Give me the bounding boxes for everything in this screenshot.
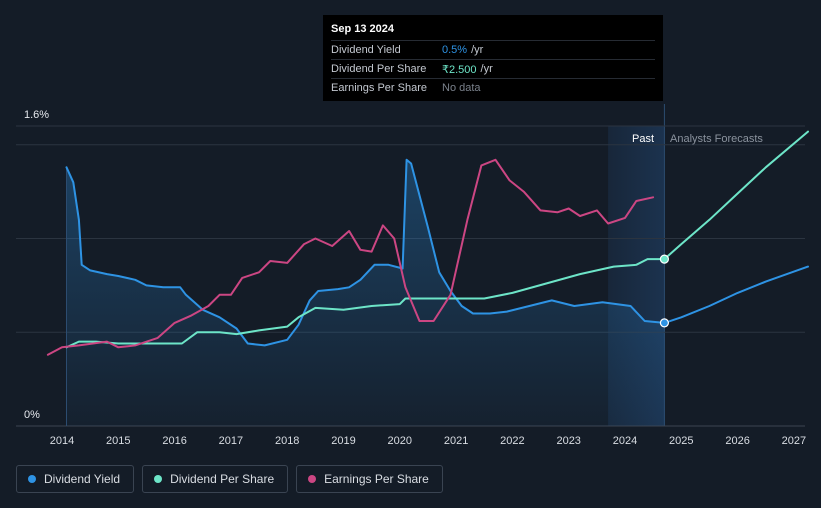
x-tick-label: 2023 [556, 435, 580, 447]
chart-legend: Dividend Yield Dividend Per Share Earnin… [16, 465, 443, 493]
legend-dot-icon [154, 475, 163, 483]
x-tick-label: 2021 [444, 435, 468, 447]
dividend-per-share-line [65, 130, 809, 349]
legend-item-dividend-per-share[interactable]: Dividend Per Share [142, 465, 289, 493]
tooltip-row-unit: /yr [480, 63, 493, 75]
forecast-region-label: Analysts Forecasts [670, 133, 763, 145]
x-tick-label: 2025 [669, 435, 693, 447]
legend-label: Dividend Yield [44, 472, 121, 486]
y-axis-bottom-label: 0% [24, 409, 40, 421]
tooltip-row-value: ₹2.500 [442, 63, 477, 76]
x-tick-label: 2020 [388, 435, 412, 447]
earnings-per-share-line [46, 158, 655, 356]
dividend-per-share-marker [659, 254, 670, 264]
legend-dot-icon [28, 475, 36, 483]
legend-item-dividend-yield[interactable]: Dividend Yield [16, 465, 135, 493]
y-axis-top-label: 1.6% [24, 109, 49, 121]
x-tick-label: 2016 [162, 435, 186, 447]
tooltip-row-label: Dividend Yield [331, 44, 401, 56]
tooltip-row-value: 0.5% [442, 44, 468, 56]
tooltip-row-dividend-yield: Dividend Yield 0.5% /yr [331, 40, 655, 59]
tooltip-row-unit: /yr [471, 44, 484, 56]
tooltip-row-value: No data [442, 82, 481, 94]
legend-label: Earnings Per Share [324, 472, 429, 486]
dividend-yield-line [65, 158, 809, 347]
x-tick-label: 2014 [50, 435, 74, 447]
tooltip-row-earnings-per-share: Earnings Per Share No data [331, 78, 655, 97]
x-tick-label: 2019 [331, 435, 355, 447]
x-tick-label: 2027 [782, 435, 806, 447]
legend-item-earnings-per-share[interactable]: Earnings Per Share [296, 465, 443, 493]
x-tick-label: 2015 [106, 435, 130, 447]
dividend-yield-area [66, 159, 665, 427]
x-tick-label: 2022 [500, 435, 524, 447]
dividend-yield-marker [659, 318, 670, 328]
hover-tooltip: Sep 13 2024 Dividend Yield 0.5% /yr Divi… [323, 15, 663, 101]
tooltip-row-label: Dividend Per Share [331, 63, 427, 75]
legend-dot-icon [308, 475, 317, 483]
past-region-label: Past [632, 133, 654, 145]
tooltip-row-label: Earnings Per Share [331, 82, 427, 94]
x-tick-label: 2017 [219, 435, 243, 447]
x-tick-label: 2024 [613, 435, 637, 447]
x-tick-label: 2018 [275, 435, 299, 447]
tooltip-date: Sep 13 2024 [331, 23, 394, 35]
tooltip-row-dividend-per-share: Dividend Per Share ₹2.500 /yr [331, 59, 655, 78]
x-tick-label: 2026 [725, 435, 749, 447]
legend-label: Dividend Per Share [170, 472, 275, 486]
